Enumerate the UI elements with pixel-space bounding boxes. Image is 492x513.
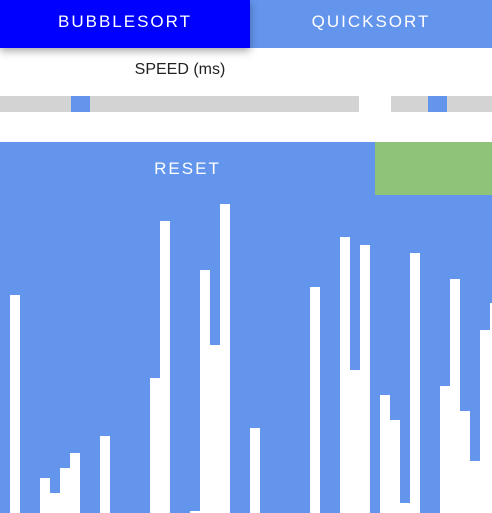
sort-bar [380,395,390,513]
speed-label: SPEED (ms) [134,61,226,78]
sort-bar [390,420,400,513]
tab-bubblesort[interactable]: BUBBLESORT [0,0,250,48]
sort-bar [340,237,350,513]
sort-bar [350,370,360,513]
sort-bar [10,295,20,513]
sort-bar [310,287,320,513]
start-button[interactable] [375,142,492,195]
sort-bar [70,453,80,513]
secondary-slider[interactable] [391,96,492,112]
sort-bar [100,436,110,513]
sort-bar [40,478,50,513]
sort-bar [210,345,220,513]
sort-bar [50,493,60,513]
sort-bar [200,270,210,513]
sort-bar [360,245,370,513]
sort-bar [190,511,200,513]
speed-slider-thumb[interactable] [71,96,90,112]
sort-bar [460,411,470,513]
sort-bar [440,386,450,513]
secondary-slider-thumb[interactable] [428,96,447,112]
sort-bar [400,503,410,513]
sort-bar [250,428,260,513]
reset-button[interactable]: RESET [154,159,221,178]
sort-bar [220,204,230,513]
sort-bar [450,279,460,513]
sort-bar [410,253,420,513]
speed-slider[interactable] [0,96,359,112]
sort-bar [60,468,70,513]
algorithm-tabs: BUBBLESORT QUICKSORT [0,0,492,48]
sort-bar [480,330,490,513]
tab-quicksort[interactable]: QUICKSORT [311,12,431,31]
sort-bar [160,221,170,513]
sort-visualization: RESET [0,142,492,513]
sort-bar [490,303,492,513]
sort-bar [470,461,480,513]
sort-bar [150,378,160,513]
